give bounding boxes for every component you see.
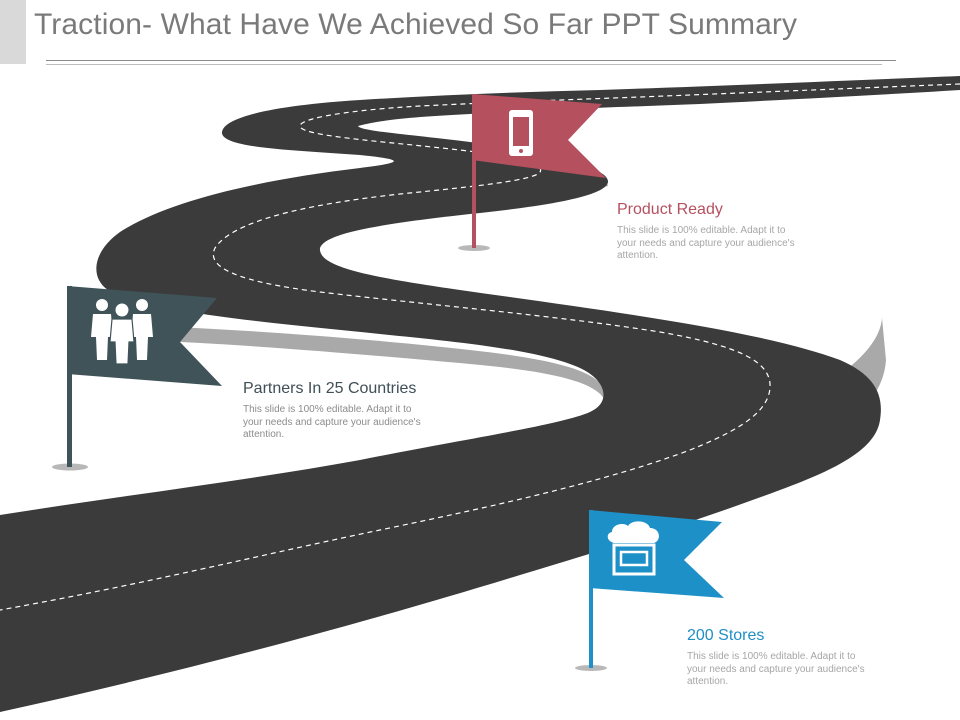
- milestone-description: This slide is 100% editable. Adapt it to…: [687, 651, 865, 687]
- title-accent-bar: [0, 0, 26, 64]
- road-surface: [0, 76, 960, 712]
- milestone-partners: Partners In 25 Countries This slide is 1…: [243, 380, 428, 442]
- milestone-title: Product Ready: [617, 201, 723, 218]
- stores-flag: [575, 510, 724, 671]
- storefront-icon: [607, 521, 659, 576]
- slide-title: Traction- What Have We Achieved So Far P…: [34, 8, 798, 41]
- partners-flag: [52, 286, 222, 471]
- milestone-title: 200 Stores: [687, 627, 765, 644]
- title-underline: [46, 60, 896, 61]
- milestone-description: This slide is 100% editable. Adapt it to…: [243, 404, 421, 440]
- milestone-stores: 200 Stores This slide is 100% editable. …: [687, 627, 872, 689]
- milestone-description: This slide is 100% editable. Adapt it to…: [617, 225, 795, 261]
- smartphone-icon: [509, 110, 533, 156]
- product-flag: [458, 94, 606, 251]
- road-center-line: [0, 83, 960, 611]
- road-inner-shadow: [130, 325, 606, 404]
- title-underline-secondary: [46, 64, 882, 65]
- milestone-title: Partners In 25 Countries: [243, 380, 417, 397]
- milestone-product-ready: Product Ready This slide is 100% editabl…: [617, 201, 802, 263]
- business-people-icon: [91, 299, 153, 365]
